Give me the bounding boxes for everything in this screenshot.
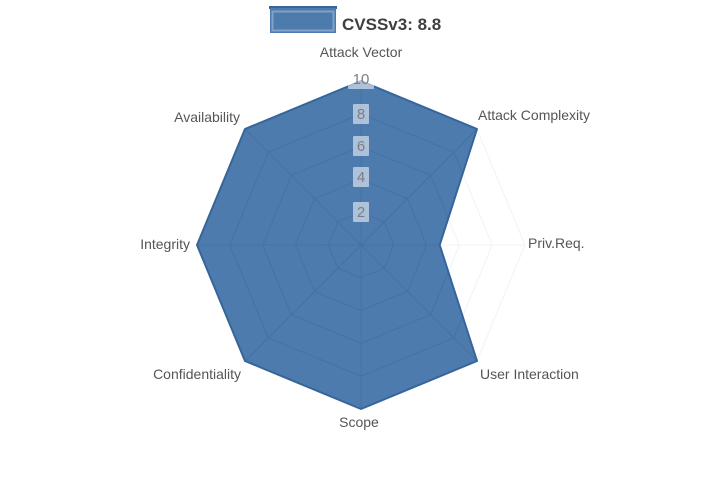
axis-label-scope: Scope	[339, 414, 379, 430]
legend-label: CVSSv3: 8.8	[342, 15, 441, 34]
axis-label-attack-vector: Attack Vector	[320, 44, 403, 60]
axis-label-integrity: Integrity	[140, 236, 190, 252]
axis-label-confidentiality: Confidentiality	[153, 366, 241, 382]
radial-tick-10: 10	[348, 69, 374, 89]
tick-value: 8	[357, 106, 365, 123]
tick-box	[353, 104, 369, 124]
legend[interactable]: CVSSv3: 8.8	[269, 6, 441, 34]
tick-value: 4	[357, 169, 365, 186]
tick-value: 10	[353, 71, 370, 88]
axis-labels: Attack Vector Attack Complexity Priv.Req…	[140, 44, 590, 430]
tick-box	[353, 136, 369, 156]
axis-label-priv-req: Priv.Req.	[528, 235, 585, 251]
tick-box	[348, 69, 374, 89]
radial-tick-8: 8	[353, 104, 369, 124]
radial-tick-4: 4	[353, 167, 369, 187]
tick-value: 2	[357, 204, 365, 221]
radar-series-outline	[196, 80, 478, 410]
axis-label-user-interaction: User Interaction	[480, 366, 579, 382]
legend-swatch-inner-border	[271, 10, 335, 32]
axis-label-attack-complexity: Attack Complexity	[478, 107, 590, 123]
tick-value: 6	[357, 138, 365, 155]
radial-tick-6: 6	[353, 136, 369, 156]
tick-box	[353, 167, 369, 187]
radial-tick-2: 2	[353, 202, 369, 222]
legend-swatch-line	[269, 6, 337, 9]
axis-label-availability: Availability	[174, 109, 240, 125]
radar-plot-layer	[196, 80, 526, 410]
radial-tick-labels: 2 4 6 8 10	[348, 69, 374, 222]
tick-box	[353, 202, 369, 222]
